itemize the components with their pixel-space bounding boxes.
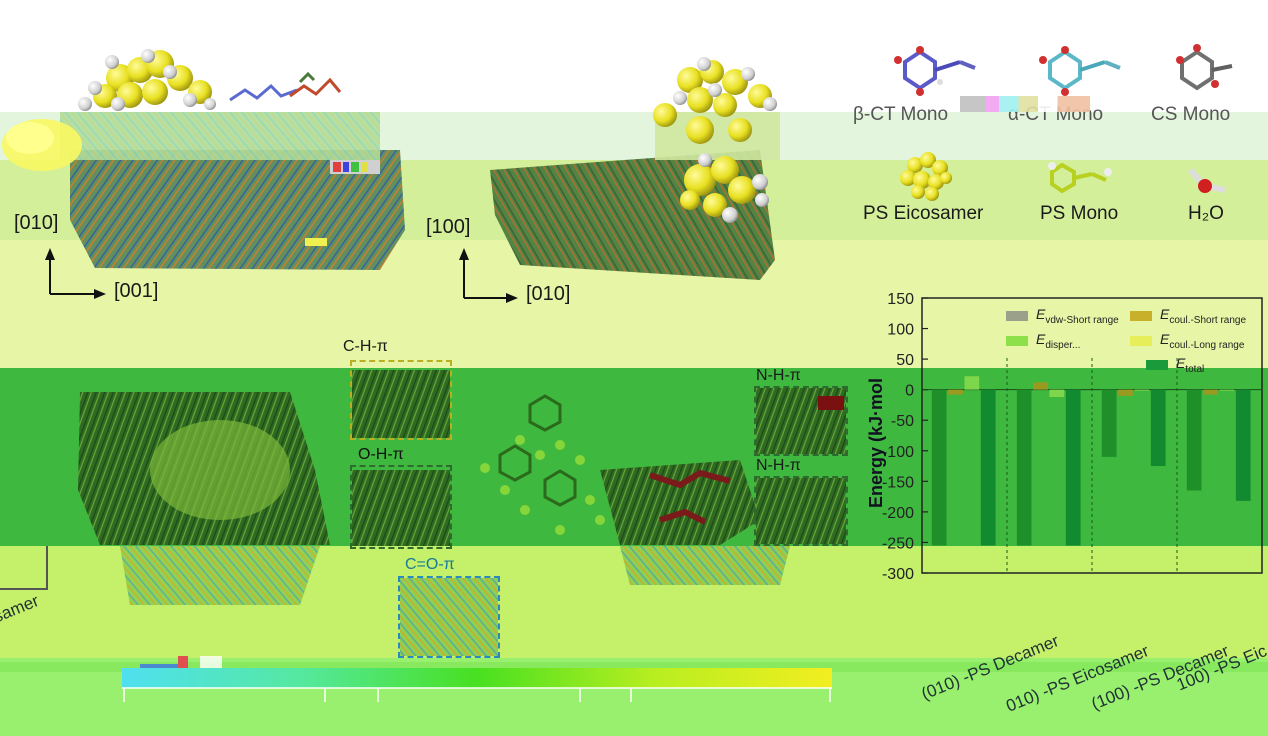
inset-box-nh-pi-2 [754,476,848,546]
legend-label-total: Etotal [1176,355,1204,375]
bar-total [1065,389,1081,546]
bar-total [980,389,996,546]
legend-e-total: E [1176,355,1186,371]
bar-vdw-short-range [1016,389,1032,546]
y-tick-label: -100 [882,444,914,461]
y-tick-label: 150 [887,291,914,308]
beta-ct-mono-icon [894,46,976,96]
bar-vdw-short-range [1186,389,1202,491]
axis-label-right-vertical: [100] [426,216,471,238]
y-tick-label: 0 [905,383,914,400]
inset-box-co-pi [398,576,500,658]
bar-coul-short-range [1033,382,1048,390]
legend-swatch-vdw [1006,311,1028,321]
inset-box-oh-pi [350,465,452,549]
y-tick-label: 100 [887,322,914,339]
label-nh-pi-1: N-H-π [756,367,801,384]
legend-cs-mono: CS Mono [1151,104,1231,125]
label-co-pi: C=O-π [405,556,455,573]
legend-beta-ct-mono: β-CT Mono [853,104,949,125]
legend-swatch-coul-short [1130,311,1152,321]
bar-disper [1134,389,1150,391]
y-tick-label: -250 [882,535,914,552]
chart-frame [921,297,1263,574]
y-tick-label: -300 [882,566,914,583]
colorbar [122,668,832,688]
bar-disper [1219,389,1235,391]
y-tick-label: -50 [891,413,914,430]
legend-e-disper: E [1036,331,1046,347]
bar-coul-short-range [1203,389,1218,395]
axis-label-left-vertical: [010] [14,212,59,234]
y-tick-label: -150 [882,474,914,491]
legend-label-disper: Edisper... [1036,331,1080,351]
legend-sub-vdw: vdw-Short range [1045,314,1119,326]
bar-total [1235,389,1251,501]
left-frame-fragment [0,546,48,590]
legend-label-vdw: Evdw-Short range [1036,306,1119,326]
legend-ps-mono: PS Mono [1040,203,1119,224]
legend-label-coul-short: Ecoul.-Short range [1160,306,1246,326]
legend-label-coul-long: Ecoul.-Long range [1160,331,1244,351]
legend-sub-disper: disper... [1045,339,1081,351]
axis-label-right-horizontal: [010] [526,283,571,305]
h2o-icon [1187,167,1226,193]
legend-h2o: H₂O [1188,203,1224,224]
label-ch-pi: C-H-π [343,338,388,355]
y-tick-label: -200 [882,505,914,522]
inset-box-ch-pi [350,360,452,440]
band-bottom-overlay [0,662,1268,672]
legend-sub-coul-short: coul.-Short range [1169,314,1247,326]
legend-e-vdw: E [1036,306,1046,322]
alpha-ct-mono-icon [1039,46,1121,96]
bar-total [1150,389,1166,467]
legend-ps-eicosamer: PS Eicosamer [863,203,984,224]
label-oh-pi: O-H-π [358,446,404,463]
legend-e-coul-short: E [1160,306,1170,322]
y-tick-label: 50 [896,352,914,369]
bar-disper [964,376,980,390]
axis-label-left-horizontal: [001] [114,280,159,302]
glitch-strip [960,96,1090,112]
bar-vdw-short-range [931,389,947,546]
ps-eicosamer-icon [900,152,952,201]
bar-coul-short-range [948,389,963,395]
label-nh-pi-2: N-H-π [756,457,801,474]
legend-sub-coul-long: coul.-Long range [1169,339,1245,351]
inset-box-nh-pi-1 [754,386,848,456]
legend-swatch-disper [1006,336,1028,346]
legend-e-coul-long: E [1160,331,1170,347]
bar-coul-short-range [1118,389,1133,396]
legend-swatch-total [1146,360,1168,370]
cs-mono-icon [1176,44,1233,91]
legend-sub-total: total [1185,363,1205,375]
bar-vdw-short-range [1101,389,1117,457]
legend-swatch-coul-long [1130,336,1152,346]
ps-mono-icon [1048,162,1112,194]
bar-disper [1049,389,1065,397]
chart-ylabel: Energy (kJ·mol [866,378,886,508]
